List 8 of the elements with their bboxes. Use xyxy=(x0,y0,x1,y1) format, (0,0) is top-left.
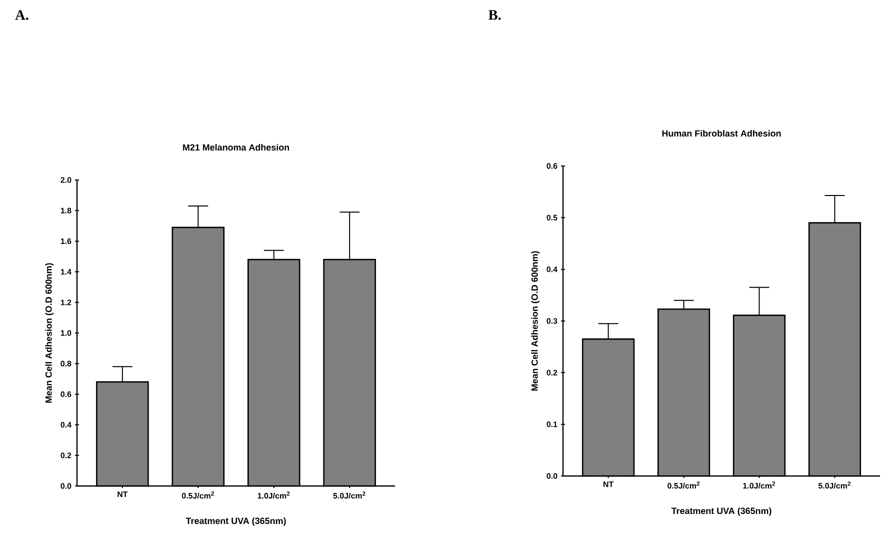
chart-title: Human Fibroblast Adhesion xyxy=(662,130,781,137)
y-axis-title: Mean Cell Adhesion (O.D 600nm) xyxy=(531,251,540,391)
x-axis-title: Treatment UVA (365nm) xyxy=(671,507,772,516)
chart-title: M21 Melanoma Adhesion xyxy=(183,144,289,151)
x-axis-title: Treatment UVA (365nm) xyxy=(186,517,286,526)
text: B. xyxy=(488,10,501,20)
text: A. xyxy=(15,10,28,20)
y-axis-title: Mean Cell Adhesion (O.D 600nm) xyxy=(45,263,54,403)
